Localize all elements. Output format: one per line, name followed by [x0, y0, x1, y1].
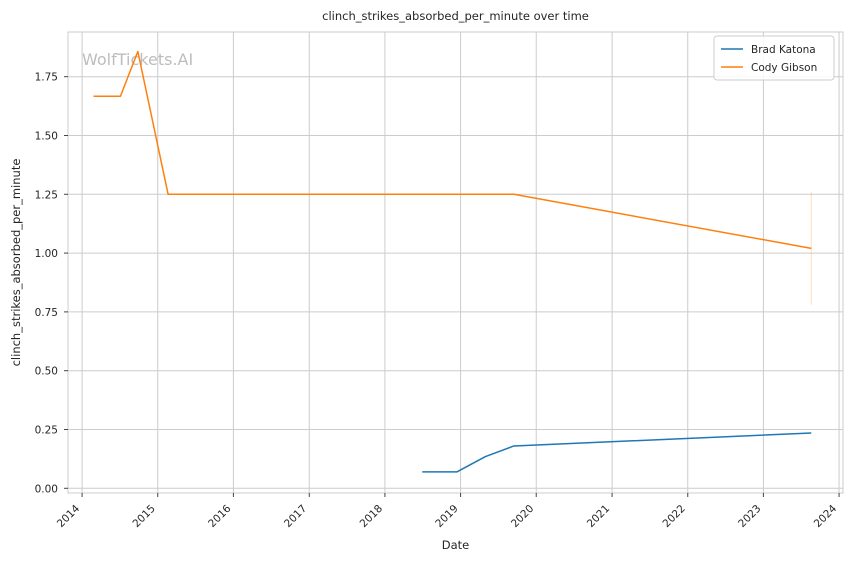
- y-tick-label: 0.25: [35, 424, 58, 436]
- series-line: [422, 432, 812, 473]
- legend-box: [713, 35, 835, 81]
- y-tick-label: 0.00: [35, 483, 58, 495]
- y-axis-label: clinch_strikes_absorbed_per_minute: [9, 159, 23, 367]
- y-tick-label: 1.50: [35, 130, 58, 142]
- chart-title: clinch_strikes_absorbed_per_minute over …: [322, 9, 589, 23]
- series-line: [93, 50, 812, 250]
- y-axis: 0.00 0.25 0.50 0.75 1.00 1.25 1.50 1.75: [35, 72, 68, 495]
- legend-label: Brad Katona: [751, 44, 816, 56]
- y-tick-label: 1.00: [35, 248, 58, 260]
- y-tick-label: 1.25: [35, 189, 58, 201]
- plot-area: [67, 31, 844, 494]
- series-layer: [93, 50, 812, 473]
- y-tick-label: 0.50: [35, 366, 58, 378]
- legend-label: Cody Gibson: [751, 62, 817, 74]
- x-axis-label: Date: [442, 538, 470, 552]
- legend: Brad Katona Cody Gibson: [713, 35, 835, 81]
- y-tick-label: 0.75: [35, 307, 58, 319]
- watermark: WolfTickets.AI: [82, 50, 193, 69]
- y-tick-label: 1.75: [35, 72, 58, 84]
